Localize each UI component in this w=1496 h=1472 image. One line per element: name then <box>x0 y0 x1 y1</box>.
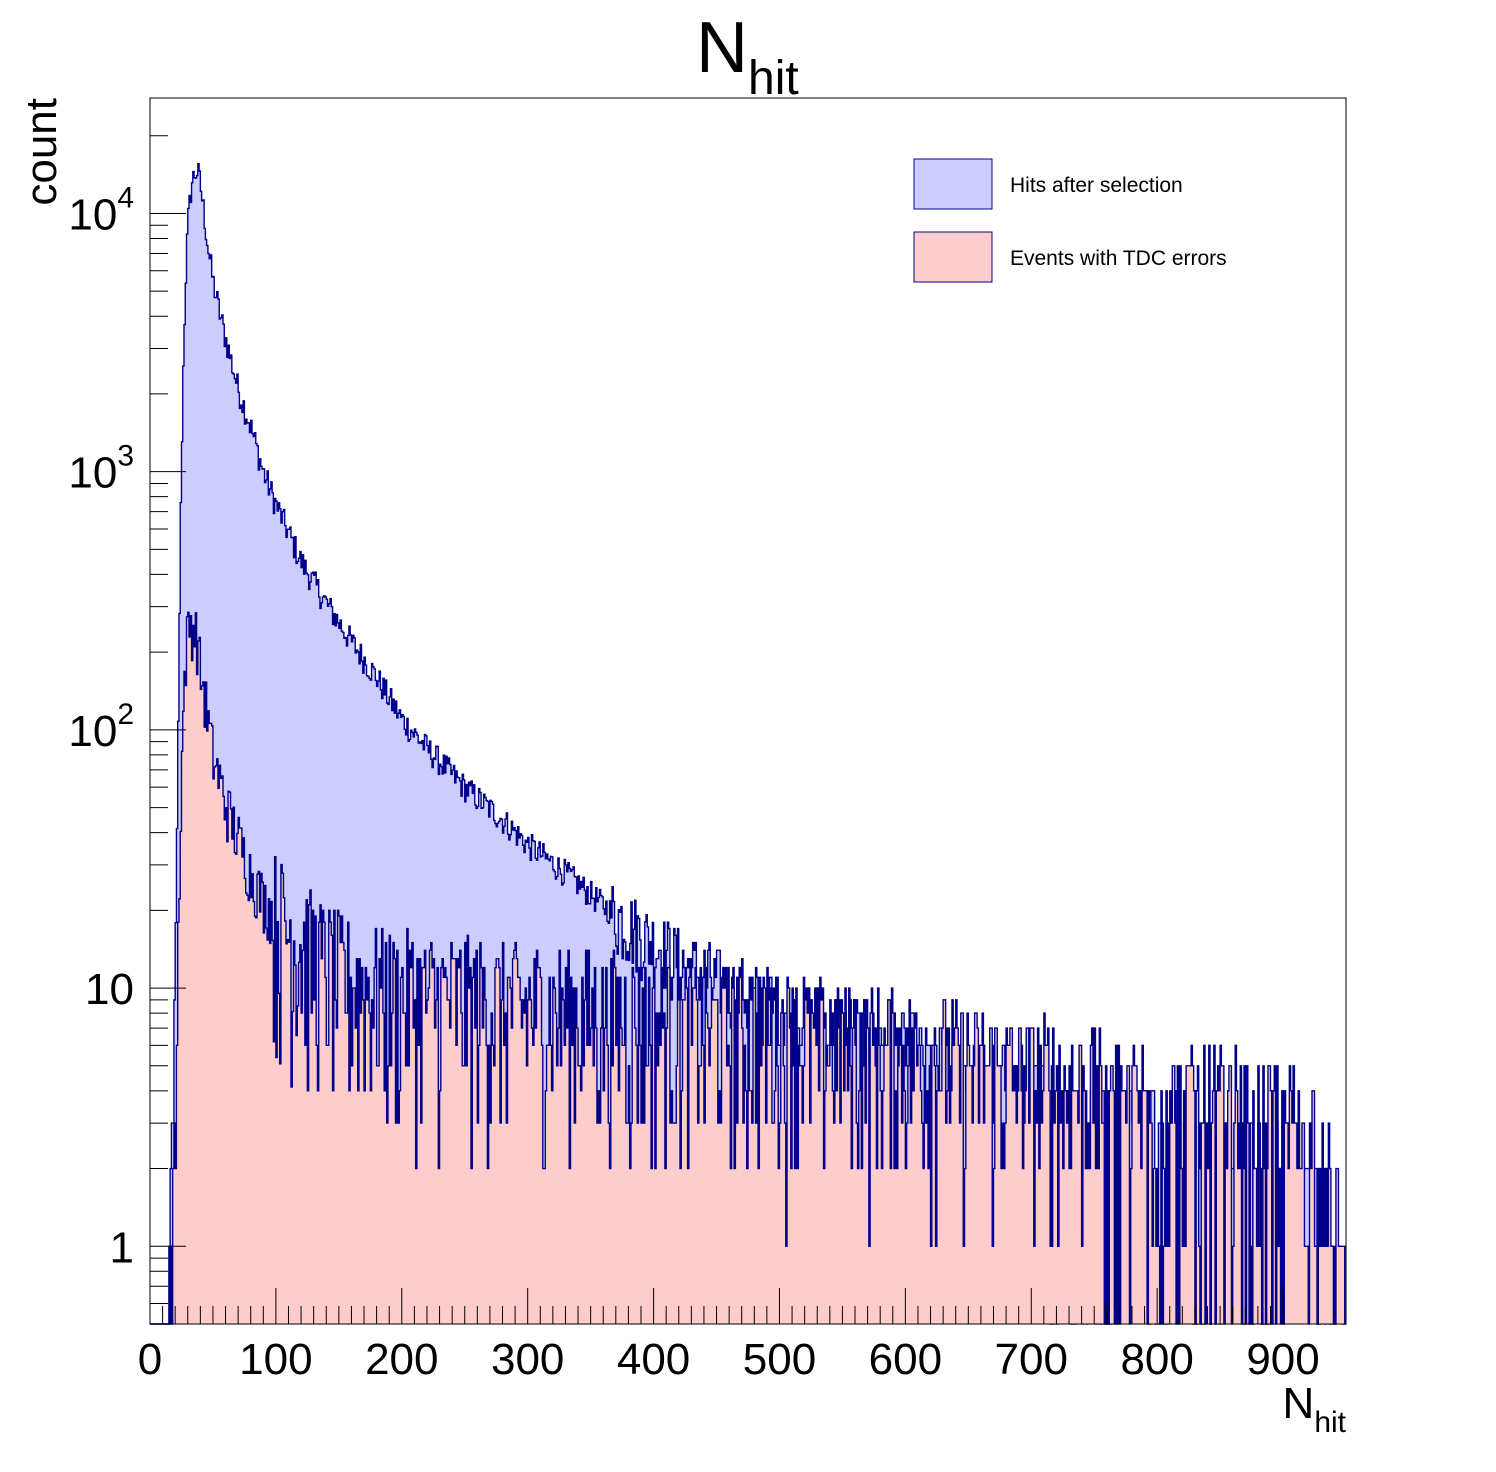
x-tick-label: 800 <box>1120 1335 1193 1384</box>
plot-frame <box>149 97 1347 1325</box>
y-tick-label: 104 <box>68 181 134 239</box>
x-tick-label: 200 <box>365 1335 438 1384</box>
chart-title-main: N <box>696 8 748 88</box>
legend: Hits after selection Events with TDC err… <box>913 158 1227 283</box>
legend-label-events-with-tdc-errors: Events with TDC errors <box>1010 247 1227 270</box>
y-tick-label: 102 <box>68 698 134 756</box>
x-tick-label: 900 <box>1246 1335 1319 1384</box>
x-tick-label: 600 <box>869 1335 942 1384</box>
y-tick-label: 1 <box>110 1223 134 1272</box>
chart-title-subscript: hit <box>748 52 799 105</box>
y-tick-label: 103 <box>68 440 134 498</box>
x-tick-label: 400 <box>617 1335 690 1384</box>
legend-swatch-events-with-tdc-errors <box>913 231 993 283</box>
y-axis-label: count <box>17 98 66 206</box>
y-tick-label: 10 <box>85 965 134 1014</box>
legend-label-hits-after-selection: Hits after selection <box>1010 174 1183 197</box>
y-tick-labels: 1 10 102 103 104 <box>68 181 134 1272</box>
x-tick-labels: 0 100 200 300 400 500 600 700 800 900 <box>138 1335 1320 1384</box>
x-tick-label: 0 <box>138 1335 162 1384</box>
x-axis-label-main: N <box>1283 1379 1315 1428</box>
axis-ticks-layer <box>149 135 1284 1325</box>
series-line-1 <box>150 611 1346 1325</box>
x-tick-label: 300 <box>491 1335 564 1384</box>
x-axis-label-subscript: hit <box>1314 1406 1346 1439</box>
x-tick-label: 700 <box>995 1335 1068 1384</box>
chart-title: Nhit <box>696 8 799 105</box>
legend-swatch-hits-after-selection <box>913 158 993 210</box>
x-tick-label: 500 <box>743 1335 816 1384</box>
x-axis-label: Nhit <box>1283 1379 1347 1439</box>
plot-series-layer <box>150 162 1346 1325</box>
series-fill-1 <box>150 612 1346 1324</box>
x-tick-label: 100 <box>239 1335 312 1384</box>
